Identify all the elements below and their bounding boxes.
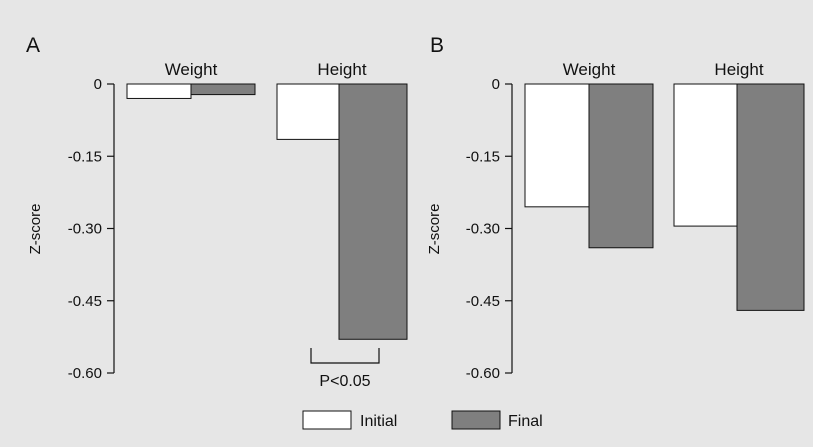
legend: Initial Final [302, 410, 543, 430]
panel-b-y-axis-label: Z-score [426, 204, 443, 255]
panel-b-y-tick-label: 0 [492, 76, 500, 93]
panel-a-category-label-height: Height [317, 60, 366, 79]
panel-a-y-tick-label: -0.45 [68, 293, 102, 310]
panel-a-label: A [26, 34, 40, 57]
panel-b-y-tick-label: -0.45 [466, 293, 500, 310]
panel-b-bar-weight-final [588, 83, 654, 249]
legend-initial-swatch [302, 410, 352, 430]
panel-a-y-tick-label: 0 [94, 76, 102, 93]
panel-b-y-tick-label: -0.60 [466, 365, 500, 382]
panel-a-significance-label: P<0.05 [319, 373, 370, 390]
panel-a-significance-bracket [310, 348, 380, 364]
panel-b: B Z-score 0 -0.15 -0.30 -0.45 -0.60 Weight Hei… [426, 34, 805, 382]
panel-a-bar-height-final [338, 83, 408, 340]
legend-final-swatch [451, 410, 501, 430]
legend-initial-label: Initial [360, 413, 397, 430]
panel-b-bar-height-initial [673, 83, 738, 227]
panel-a-y-tick-label: -0.30 [68, 221, 102, 238]
panel-b-bar-weight-initial [524, 83, 590, 208]
panel-b-label: B [430, 34, 444, 57]
panel-a-bar-height-initial [276, 83, 340, 140]
panel-a-y-axis-label: Z-score [27, 204, 44, 255]
panel-a-bar-weight-final [190, 83, 256, 96]
panel-b-category-label-height: Height [714, 60, 763, 79]
panel-a-bar-weight-initial [126, 83, 192, 99]
panel-a-y-tick-label: -0.60 [68, 365, 102, 382]
panel-b-category-label-weight: Weight [563, 60, 616, 79]
panel-b-y-tick-label: -0.30 [466, 221, 500, 238]
panel-a-y-tick-label: -0.15 [68, 148, 102, 165]
panel-b-bar-height-final [736, 83, 805, 311]
panel-a: A Z-score 0 -0.15 -0.30 -0.45 -0.60 Weight Hei… [26, 34, 408, 390]
legend-final-label: Final [508, 413, 543, 430]
panel-b-y-tick-label: -0.15 [466, 148, 500, 165]
panel-a-category-label-weight: Weight [165, 60, 218, 79]
